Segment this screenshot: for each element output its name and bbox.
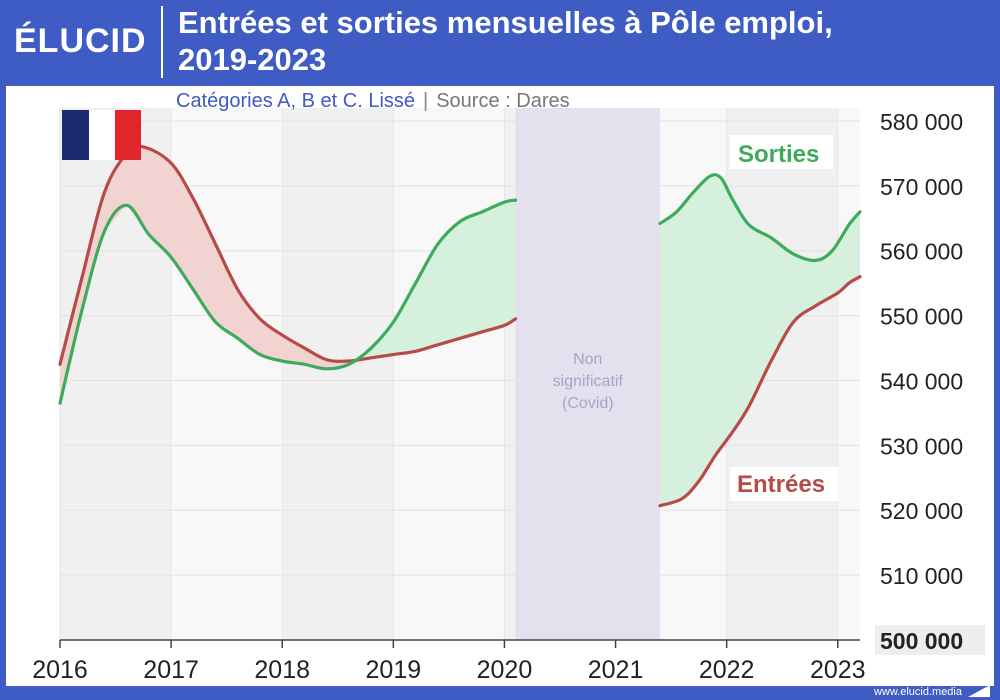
entrees-line (658, 275, 862, 508)
covid-label-line-2: significatif (553, 373, 624, 390)
year-band-2018 (282, 108, 394, 640)
y-tick-label: 540 000 (880, 368, 963, 394)
title-line-2: 2019-2023 (178, 42, 327, 77)
covid-band (515, 108, 660, 640)
elucid-mark-icon (968, 685, 990, 697)
y-tick-label: 530 000 (880, 433, 963, 459)
x-tick-label: 2023 (810, 656, 866, 684)
legend-entrees: Entrées (737, 471, 825, 498)
france-flag-icon (62, 110, 141, 160)
legend-sorties: Sorties (738, 141, 819, 168)
x-tick-label: 2019 (366, 656, 422, 684)
y-tick-label: 580 000 (880, 109, 963, 135)
year-band-2019 (393, 108, 505, 640)
y-tick-label: 570 000 (880, 174, 963, 200)
page-title: Entrées et sorties mensuelles à Pôle emp… (178, 4, 978, 78)
y-tick-label: 500 000 (880, 628, 963, 654)
subtitle-categories: Catégories A, B et C. Lissé (176, 90, 416, 112)
y-tick-label: 550 000 (880, 304, 963, 330)
subtitle: Catégories A, B et C. Lissé | Source : Dar… (176, 90, 570, 113)
elucid-logo: ÉLUCID (14, 22, 147, 60)
covid-label-line-1: Non (573, 351, 602, 368)
y-tick-label: 560 000 (880, 239, 963, 265)
subtitle-separator: | (423, 90, 429, 112)
x-tick-label: 2016 (32, 656, 88, 684)
header-bar: ÉLUCID Entrées et sorties mensuelles à P… (0, 0, 1000, 82)
header-divider (161, 6, 163, 78)
axes: 500 000 510 000 520 000 530 000 540 000 550 0… (32, 109, 985, 684)
x-tick-label: 2018 (254, 656, 310, 684)
covid-label-line-3: (Covid) (562, 395, 614, 412)
y-tick-label: 510 000 (880, 563, 963, 589)
year-band-2023 (837, 108, 860, 640)
title-line-1: Entrées et sorties mensuelles à Pôle emp… (178, 5, 833, 40)
x-tick-label: 2022 (699, 656, 755, 684)
x-tick-label: 2017 (143, 656, 199, 684)
footer-url: www.elucid.media (873, 686, 962, 698)
y-tick-label-bg (875, 625, 985, 655)
sorties-line (58, 198, 518, 405)
subtitle-source: Source : Dares (436, 90, 570, 112)
y-tick-label: 520 000 (880, 498, 963, 524)
fill-sorties-above (660, 176, 860, 506)
x-tick-label: 2020 (477, 656, 533, 684)
sorties-line (658, 173, 862, 263)
x-tick-label: 2021 (588, 656, 644, 684)
